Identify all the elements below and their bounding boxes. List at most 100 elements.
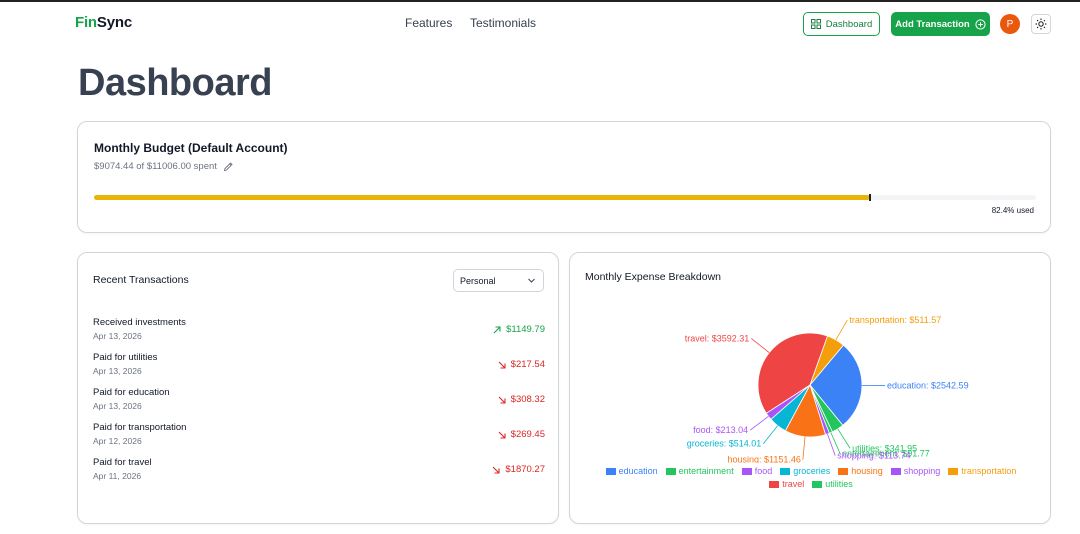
window-top-border: [0, 0, 1080, 2]
legend-item-utilities[interactable]: utilities: [812, 479, 853, 489]
chevron-down-icon: [528, 278, 535, 283]
pie-label-food: food: $213.04: [693, 425, 748, 435]
pie-label-line-travel: [751, 338, 770, 353]
legend-swatch-housing: [838, 467, 849, 475]
transaction-description: Received investments: [93, 317, 186, 328]
transaction-row[interactable]: Paid for transportation Apr 12, 2026 $26…: [93, 422, 545, 452]
legend-swatch-utilities: [812, 480, 823, 488]
pie-label-line-utilities: [837, 428, 851, 449]
transaction-amount-value: $308.32: [510, 394, 545, 405]
transaction-date: Apr 13, 2026: [93, 366, 142, 376]
recent-transactions-title: Recent Transactions: [93, 274, 189, 286]
dashboard-button-label: Dashboard: [825, 18, 873, 30]
legend-swatch-travel: [769, 480, 780, 488]
nav-features-link[interactable]: Features: [405, 16, 453, 30]
arrow-up-right-icon: [493, 325, 501, 333]
edit-pencil-icon[interactable]: [223, 161, 234, 172]
legend-label-entertainment: entertainment: [678, 466, 734, 476]
transaction-amount: $217.54: [498, 359, 545, 370]
pie-label-line-food: [749, 416, 769, 431]
budget-progress-marker: [869, 194, 871, 201]
pie-label-line-shopping: [827, 433, 836, 456]
brand-logo-part2: Sync: [96, 14, 132, 31]
budget-title: Monthly Budget (Default Account): [94, 141, 288, 155]
pie-label-line-transportation: [835, 319, 848, 341]
transaction-amount-value: $1149.79: [506, 324, 545, 335]
budget-used-percent: 82.4% used: [991, 206, 1034, 215]
legend-item-education[interactable]: education: [605, 466, 658, 476]
legend-item-shopping[interactable]: shopping: [890, 466, 941, 476]
account-select[interactable]: Personal: [453, 269, 544, 292]
legend-label-housing: housing: [851, 466, 883, 476]
transaction-amount-value: $1870.27: [505, 464, 545, 475]
legend-label-groceries: groceries: [793, 466, 831, 476]
theme-toggle-button[interactable]: [1031, 14, 1051, 34]
plus-circle-icon: [975, 18, 986, 30]
pie-label-housing: housing: $1151.46: [727, 455, 800, 463]
arrow-down-right-icon: [498, 431, 506, 439]
chart-legend: education entertainment food groceries housi…: [570, 466, 1052, 489]
legend-item-housing[interactable]: housing: [838, 466, 883, 476]
monthly-budget-card: Monthly Budget (Default Account) $9074.4…: [77, 121, 1051, 233]
legend-label-transportation: transportation: [961, 466, 1017, 476]
legend-item-groceries[interactable]: groceries: [780, 466, 830, 476]
legend-swatch-groceries: [780, 467, 791, 475]
transaction-row[interactable]: Received investments Apr 13, 2026 $1149.…: [93, 317, 545, 347]
transaction-description: Paid for transportation: [93, 422, 187, 433]
legend-swatch-entertainment: [665, 467, 676, 475]
pie-label-line-groceries: [762, 425, 778, 444]
transaction-date: Apr 13, 2026: [93, 331, 142, 341]
legend-item-transportation[interactable]: transportation: [948, 466, 1016, 476]
page-title: Dashboard: [78, 62, 272, 104]
transaction-row[interactable]: Paid for utilities Apr 13, 2026 $217.54: [93, 352, 545, 382]
pie-label-line-entertainment: [830, 432, 841, 454]
transaction-description: Paid for travel: [93, 457, 152, 468]
legend-item-entertainment[interactable]: entertainment: [665, 466, 734, 476]
legend-item-food[interactable]: food: [741, 466, 773, 476]
dashboard-grid-icon: [810, 19, 821, 29]
chart-title: Monthly Expense Breakdown: [585, 271, 721, 283]
arrow-down-right-icon: [498, 396, 506, 404]
expense-pie-chart: education: $2542.59 utilities: $341.95ent…: [685, 315, 969, 463]
dashboard-button[interactable]: Dashboard: [803, 12, 880, 36]
pie-slice-education[interactable]: [809, 344, 863, 426]
legend-swatch-shopping: [890, 467, 901, 475]
brand-logo[interactable]: FinSync: [75, 14, 132, 31]
pie-label-shopping: shopping: $113.74: [837, 451, 910, 461]
transaction-amount-value: $217.54: [510, 359, 545, 370]
transaction-row[interactable]: Paid for education Apr 13, 2026 $308.32: [93, 387, 545, 417]
sun-icon: [1035, 18, 1047, 30]
add-transaction-button[interactable]: Add Transaction: [891, 12, 990, 36]
legend-label-travel: travel: [782, 479, 805, 489]
pie-label-utilities: utilities: $341.95: [852, 443, 917, 453]
user-avatar[interactable]: P: [1000, 14, 1020, 34]
transaction-amount: $1149.79: [493, 324, 545, 335]
pie-label-education: education: $2542.59: [887, 381, 969, 391]
legend-label-food: food: [754, 466, 773, 476]
transaction-date: Apr 11, 2026: [93, 471, 142, 481]
legend-item-travel[interactable]: travel: [769, 479, 804, 489]
transaction-row[interactable]: Paid for travel Apr 11, 2026 $1870.27: [93, 457, 545, 487]
pie-label-travel: travel: $3592.31: [685, 333, 750, 343]
pie-label-transportation: transportation: $511.57: [849, 315, 941, 325]
legend-label-utilities: utilities: [825, 479, 853, 489]
transaction-date: Apr 12, 2026: [93, 436, 142, 446]
top-nav: FinSync Features Testimonials Dashboard …: [0, 2, 1080, 46]
nav-testimonials-link[interactable]: Testimonials: [470, 16, 537, 30]
legend-swatch-education: [605, 467, 616, 475]
arrow-down-right-icon: [492, 466, 500, 474]
legend-label-shopping: shopping: [903, 466, 941, 476]
transaction-amount-value: $269.45: [510, 429, 545, 440]
account-select-value: Personal: [460, 275, 496, 286]
budget-progress-bar: [94, 194, 1036, 201]
legend-label-education: education: [618, 466, 658, 476]
pie-label-line-housing: [802, 436, 806, 460]
transaction-amount: $1870.27: [492, 464, 545, 475]
arrow-down-right-icon: [498, 361, 506, 369]
pie-label-groceries: groceries: $514.01: [687, 439, 762, 449]
legend-swatch-food: [741, 467, 752, 475]
legend-swatch-transportation: [948, 467, 959, 475]
budget-spent-text: $9074.44 of $11006.00 spent: [94, 161, 217, 172]
pie-label-entertainment: entertainment: $91.77: [842, 449, 930, 459]
transaction-amount: $308.32: [498, 394, 545, 405]
